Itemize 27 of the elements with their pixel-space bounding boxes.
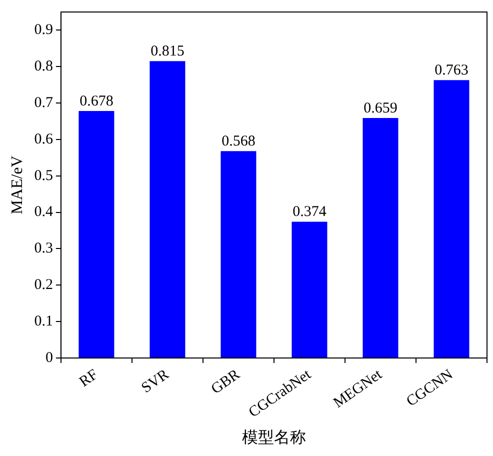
y-tick-label: 0	[45, 350, 53, 366]
y-tick-label: 0.2	[34, 277, 53, 294]
y-tick-label: 0.1	[34, 313, 53, 330]
data-label: 0.763	[434, 62, 468, 79]
x-axis-title: 模型名称	[242, 428, 306, 447]
y-tick-label: 0.6	[34, 131, 54, 148]
x-tick-label: GBR	[208, 366, 244, 398]
x-tick-label: SVR	[138, 366, 172, 397]
y-tick-label: 0.4	[34, 204, 54, 220]
bar	[362, 118, 398, 358]
bar	[292, 222, 328, 358]
data-label: 0.568	[222, 134, 256, 150]
bar	[78, 111, 114, 358]
data-label: 0.659	[364, 100, 398, 116]
x-tick-label: RF	[76, 366, 102, 390]
data-label: 0.374	[292, 204, 327, 220]
bar	[434, 80, 470, 358]
data-label: 0.815	[150, 44, 184, 60]
y-axis-title: MAE/eV	[8, 155, 26, 214]
y-tick-label: 0.5	[34, 168, 53, 184]
y-tick-label: 0.7	[34, 94, 54, 111]
bar	[220, 151, 256, 358]
y-tick-label: 0.3	[34, 240, 53, 257]
bar	[150, 61, 186, 358]
data-label: 0.678	[80, 93, 114, 110]
y-tick-label: 0.8	[34, 58, 53, 75]
y-tick-label: 0.9	[34, 22, 53, 38]
